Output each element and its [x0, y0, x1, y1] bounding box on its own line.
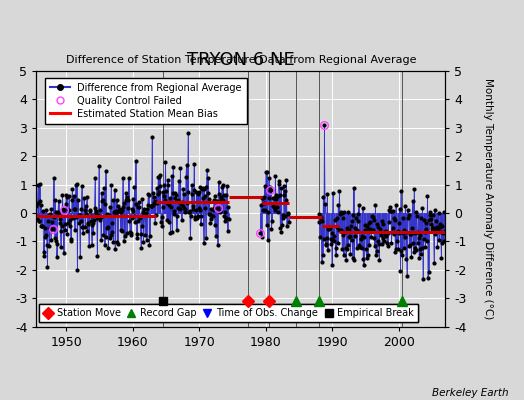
Text: Difference of Station Temperature Data from Regional Average: Difference of Station Temperature Data f…	[66, 56, 416, 66]
Title: TRYON 6 NE: TRYON 6 NE	[187, 51, 294, 69]
Text: Berkeley Earth: Berkeley Earth	[432, 388, 508, 398]
Legend: Station Move, Record Gap, Time of Obs. Change, Empirical Break: Station Move, Record Gap, Time of Obs. C…	[39, 304, 418, 322]
Y-axis label: Monthly Temperature Anomaly Difference (°C): Monthly Temperature Anomaly Difference (…	[483, 78, 493, 319]
